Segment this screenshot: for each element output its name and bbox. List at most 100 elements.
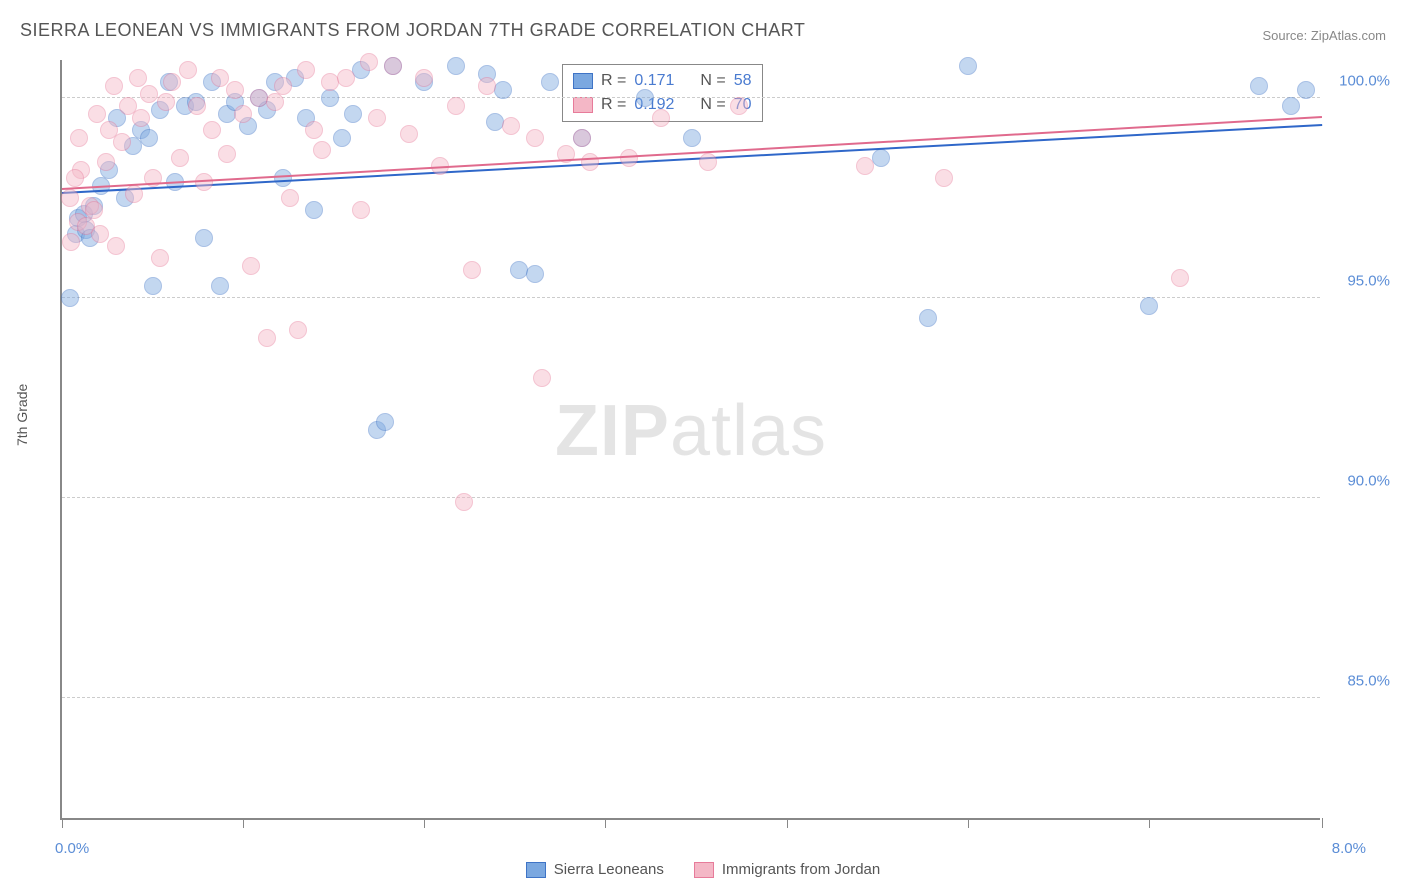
scatter-point-jordan [856, 157, 874, 175]
scatter-point-sierra [321, 89, 339, 107]
chart-title: SIERRA LEONEAN VS IMMIGRANTS FROM JORDAN… [20, 20, 805, 41]
scatter-point-sierra [447, 57, 465, 75]
scatter-point-jordan [113, 133, 131, 151]
legend-item-sierra: Sierra Leoneans [526, 861, 664, 878]
scatter-point-sierra [1282, 97, 1300, 115]
scatter-point-jordan [400, 125, 418, 143]
scatter-point-sierra [526, 265, 544, 283]
scatter-point-sierra [636, 89, 654, 107]
scatter-point-sierra [683, 129, 701, 147]
scatter-point-jordan [105, 77, 123, 95]
scatter-point-jordan [218, 145, 236, 163]
scatter-point-jordan [163, 73, 181, 91]
y-tick-label: 100.0% [1330, 73, 1390, 90]
scatter-point-sierra [541, 73, 559, 91]
scatter-point-jordan [581, 153, 599, 171]
scatter-point-jordan [699, 153, 717, 171]
scatter-point-jordan [266, 93, 284, 111]
scatter-point-jordan [258, 329, 276, 347]
scatter-point-jordan [281, 189, 299, 207]
scatter-point-sierra [144, 277, 162, 295]
scatter-point-jordan [352, 201, 370, 219]
legend-item-jordan: Immigrants from Jordan [694, 861, 880, 878]
scatter-point-sierra [376, 413, 394, 431]
legend-label: Immigrants from Jordan [722, 861, 880, 878]
scatter-point-jordan [360, 53, 378, 71]
scatter-point-jordan [447, 97, 465, 115]
scatter-point-jordan [652, 109, 670, 127]
scatter-point-jordan [337, 69, 355, 87]
scatter-point-jordan [502, 117, 520, 135]
scatter-point-jordan [211, 69, 229, 87]
scatter-point-jordan [242, 257, 260, 275]
scatter-point-jordan [129, 69, 147, 87]
scatter-point-sierra [61, 289, 79, 307]
scatter-point-sierra [1140, 297, 1158, 315]
scatter-point-jordan [415, 69, 433, 87]
x-tick [787, 818, 788, 828]
scatter-point-jordan [526, 129, 544, 147]
scatter-point-jordan [573, 129, 591, 147]
watermark: ZIPatlas [555, 390, 827, 472]
x-tick [62, 818, 63, 828]
scatter-point-jordan [226, 81, 244, 99]
gridline-horizontal [62, 697, 1320, 698]
scatter-point-jordan [620, 149, 638, 167]
gridline-horizontal [62, 497, 1320, 498]
stats-row-sierra: R =0.171N =58 [573, 69, 752, 93]
scatter-point-jordan [171, 149, 189, 167]
scatter-point-jordan [66, 169, 84, 187]
x-axis-min-label: 0.0% [55, 840, 89, 857]
scatter-point-sierra [1250, 77, 1268, 95]
scatter-point-sierra [959, 57, 977, 75]
scatter-point-sierra [274, 169, 292, 187]
scatter-point-jordan [85, 201, 103, 219]
scatter-point-jordan [1171, 269, 1189, 287]
scatter-point-sierra [211, 277, 229, 295]
x-tick [605, 818, 606, 828]
scatter-point-jordan [730, 97, 748, 115]
y-tick-label: 85.0% [1330, 673, 1390, 690]
legend-swatch-icon [573, 73, 593, 89]
scatter-point-jordan [140, 85, 158, 103]
y-axis-label: 7th Grade [14, 384, 30, 446]
scatter-point-sierra [872, 149, 890, 167]
scatter-point-jordan [70, 129, 88, 147]
scatter-point-jordan [107, 237, 125, 255]
scatter-point-jordan [313, 141, 331, 159]
legend-swatch-icon [526, 862, 546, 878]
scatter-point-jordan [234, 105, 252, 123]
scatter-point-sierra [333, 129, 351, 147]
scatter-point-sierra [494, 81, 512, 99]
scatter-point-sierra [1297, 81, 1315, 99]
legend-label: Sierra Leoneans [554, 861, 664, 878]
scatter-point-jordan [61, 189, 79, 207]
scatter-plot-area: ZIPatlas R =0.171N =58R =0.192N =70 85.0… [60, 60, 1320, 820]
x-tick [1322, 818, 1323, 828]
scatter-point-sierra [195, 229, 213, 247]
scatter-point-sierra [344, 105, 362, 123]
scatter-point-jordan [179, 61, 197, 79]
scatter-point-jordan [62, 233, 80, 251]
scatter-point-jordan [125, 185, 143, 203]
scatter-point-jordan [935, 169, 953, 187]
gridline-horizontal [62, 297, 1320, 298]
x-axis-max-label: 8.0% [1332, 840, 1366, 857]
scatter-point-jordan [297, 61, 315, 79]
scatter-point-jordan [274, 77, 292, 95]
y-tick-label: 95.0% [1330, 273, 1390, 290]
scatter-point-jordan [188, 97, 206, 115]
scatter-point-jordan [97, 153, 115, 171]
source-attribution: Source: ZipAtlas.com [1262, 28, 1386, 43]
scatter-point-jordan [91, 225, 109, 243]
scatter-point-jordan [463, 261, 481, 279]
legend: Sierra Leoneans Immigrants from Jordan [0, 861, 1406, 878]
scatter-point-jordan [88, 105, 106, 123]
legend-swatch-icon [573, 97, 593, 113]
scatter-point-jordan [478, 77, 496, 95]
scatter-point-jordan [157, 93, 175, 111]
scatter-point-sierra [305, 201, 323, 219]
legend-swatch-icon [694, 862, 714, 878]
scatter-point-jordan [151, 249, 169, 267]
x-tick [424, 818, 425, 828]
